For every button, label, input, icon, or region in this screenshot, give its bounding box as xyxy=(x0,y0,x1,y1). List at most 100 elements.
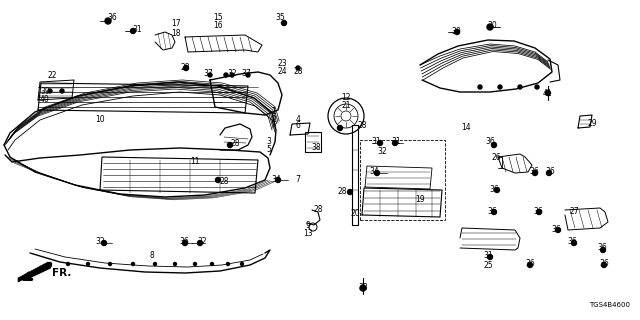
Circle shape xyxy=(556,228,561,233)
Text: 17: 17 xyxy=(171,20,181,28)
Text: 31: 31 xyxy=(371,138,381,147)
Circle shape xyxy=(532,171,538,175)
Text: 1: 1 xyxy=(271,108,276,116)
Text: 13: 13 xyxy=(303,228,313,237)
Text: 28: 28 xyxy=(357,122,367,131)
Text: 31: 31 xyxy=(391,138,401,147)
Circle shape xyxy=(131,262,134,266)
Text: 32: 32 xyxy=(197,237,207,246)
Text: 32: 32 xyxy=(227,68,237,77)
Circle shape xyxy=(48,89,52,93)
Text: 32: 32 xyxy=(377,148,387,156)
Circle shape xyxy=(478,85,482,89)
Text: 7: 7 xyxy=(296,174,300,183)
Text: 33: 33 xyxy=(358,283,368,292)
Circle shape xyxy=(378,140,383,146)
Text: 36: 36 xyxy=(545,167,555,177)
Text: 30: 30 xyxy=(451,27,461,36)
Text: 25: 25 xyxy=(483,260,493,269)
Circle shape xyxy=(208,73,212,77)
Circle shape xyxy=(198,241,202,245)
Circle shape xyxy=(67,262,70,266)
Circle shape xyxy=(545,91,550,95)
Text: 36: 36 xyxy=(533,206,543,215)
Text: 36: 36 xyxy=(179,237,189,246)
Circle shape xyxy=(182,241,188,245)
Text: 28: 28 xyxy=(230,140,240,148)
Text: 5: 5 xyxy=(267,146,271,155)
Text: 23: 23 xyxy=(277,59,287,68)
Circle shape xyxy=(184,66,189,70)
Text: 39: 39 xyxy=(40,87,50,97)
Text: 26: 26 xyxy=(491,153,501,162)
Text: 36: 36 xyxy=(597,244,607,252)
Text: 15: 15 xyxy=(213,12,223,21)
Text: 14: 14 xyxy=(461,123,471,132)
Circle shape xyxy=(227,262,230,266)
Text: 20: 20 xyxy=(350,210,360,219)
Text: 36: 36 xyxy=(485,138,495,147)
Text: 36: 36 xyxy=(489,185,499,194)
Text: 34: 34 xyxy=(369,167,379,177)
Text: 21: 21 xyxy=(341,100,351,109)
Circle shape xyxy=(282,20,287,26)
Polygon shape xyxy=(18,262,52,282)
Circle shape xyxy=(348,189,353,195)
Text: 16: 16 xyxy=(213,20,223,29)
Circle shape xyxy=(296,66,300,70)
Circle shape xyxy=(392,140,397,146)
Circle shape xyxy=(86,262,90,266)
Circle shape xyxy=(246,73,250,77)
Text: 28: 28 xyxy=(313,204,323,213)
Text: 28: 28 xyxy=(337,188,347,196)
Text: 34: 34 xyxy=(271,174,281,183)
Circle shape xyxy=(102,241,106,245)
Circle shape xyxy=(154,262,157,266)
Circle shape xyxy=(498,85,502,89)
Text: 35: 35 xyxy=(275,13,285,22)
Circle shape xyxy=(241,262,243,266)
Text: 28: 28 xyxy=(220,177,228,186)
Circle shape xyxy=(360,285,366,291)
Text: 32: 32 xyxy=(95,237,105,246)
Text: 41: 41 xyxy=(542,89,552,98)
Circle shape xyxy=(49,262,51,266)
Text: 12: 12 xyxy=(341,92,351,101)
Circle shape xyxy=(211,262,214,266)
Circle shape xyxy=(600,247,605,252)
Text: 30: 30 xyxy=(487,20,497,29)
Circle shape xyxy=(536,210,541,214)
Text: 28: 28 xyxy=(180,63,189,73)
Circle shape xyxy=(518,85,522,89)
Circle shape xyxy=(492,210,497,214)
Circle shape xyxy=(492,142,497,148)
Text: 22: 22 xyxy=(47,70,57,79)
Circle shape xyxy=(337,125,342,131)
Text: 9: 9 xyxy=(305,220,310,229)
Text: 6: 6 xyxy=(296,122,300,131)
Text: 8: 8 xyxy=(150,251,154,260)
Circle shape xyxy=(230,73,234,77)
Circle shape xyxy=(131,28,136,34)
Text: 29: 29 xyxy=(587,119,597,129)
Circle shape xyxy=(488,254,493,260)
Circle shape xyxy=(227,142,232,148)
Circle shape xyxy=(487,24,493,30)
Text: 2: 2 xyxy=(271,116,276,124)
Text: 10: 10 xyxy=(95,116,105,124)
Text: 3: 3 xyxy=(267,138,271,147)
Text: 28: 28 xyxy=(293,67,303,76)
Text: 36: 36 xyxy=(107,13,117,22)
Text: 40: 40 xyxy=(40,95,50,105)
Text: 18: 18 xyxy=(172,28,180,37)
Text: 36: 36 xyxy=(487,206,497,215)
Text: 27: 27 xyxy=(569,206,579,215)
Text: 4: 4 xyxy=(296,115,300,124)
Text: 19: 19 xyxy=(415,195,425,204)
Text: TGS4B4600: TGS4B4600 xyxy=(589,302,630,308)
Circle shape xyxy=(173,262,177,266)
Circle shape xyxy=(535,85,539,89)
Text: 11: 11 xyxy=(190,157,200,166)
Text: 36: 36 xyxy=(525,259,535,268)
Circle shape xyxy=(454,29,460,35)
